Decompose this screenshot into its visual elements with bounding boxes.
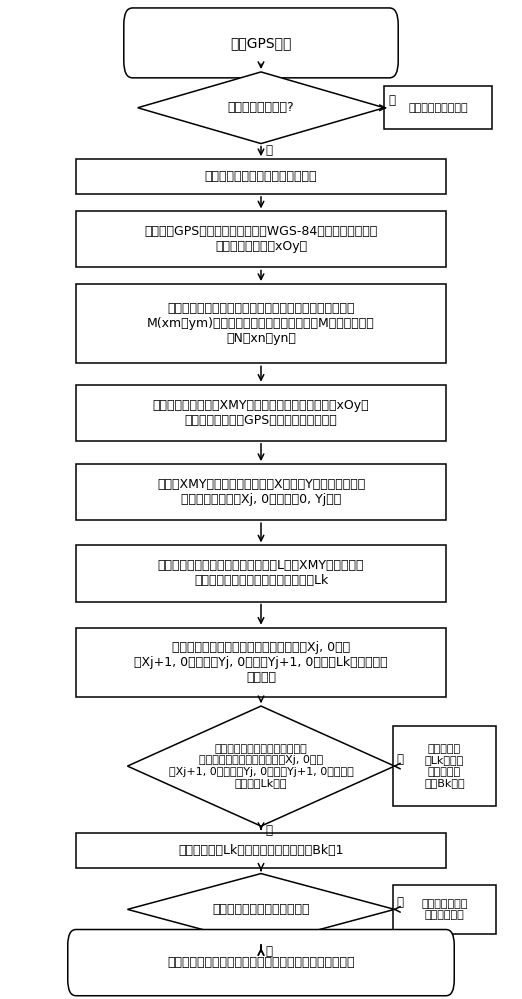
Bar (76, 212, 446, 268)
Text: 正: 正 (397, 753, 404, 766)
Text: 当前截面位
置Lk点的压
路机的施工
次数Bk不变: 当前截面位 置Lk点的压 路机的施工 次数Bk不变 (424, 743, 465, 788)
Text: 获取GPS数据: 获取GPS数据 (230, 36, 292, 50)
Text: 将存储的GPS的经、纬坐标数据从WGS-84球面坐标系中转换
到平面直角坐标系xOy中: 将存储的GPS的经、纬坐标数据从WGS-84球面坐标系中转换 到平面直角坐标系x… (145, 226, 377, 254)
Text: 是: 是 (265, 144, 272, 157)
Polygon shape (138, 72, 384, 144)
Text: 建立用于计算遍数的XMY平面直角坐标系，并对处于xOy平
面直角坐标系中的GPS数据进行坐标系变换: 建立用于计算遍数的XMY平面直角坐标系，并对处于xOy平 面直角坐标系中的GPS… (153, 399, 369, 427)
Bar (76, 627, 446, 697)
Bar (76, 284, 446, 364)
Text: 将无效数据数据删除: 将无效数据数据删除 (408, 103, 468, 113)
Text: 输出需要观测截面的施工次数，程序停止，等待下次启动: 输出需要观测截面的施工次数，程序停止，等待下次启动 (167, 956, 355, 969)
Bar (76, 464, 446, 520)
Bar (76, 833, 446, 868)
Text: 否: 否 (388, 95, 395, 108)
Text: 判断是否为最后一个截面位置: 判断是否为最后一个截面位置 (212, 903, 310, 916)
Bar (384, 87, 492, 129)
Bar (393, 726, 496, 806)
FancyBboxPatch shape (68, 929, 454, 996)
Polygon shape (127, 706, 395, 826)
Text: 进行下个截面施
工次数的计算: 进行下个截面施 工次数的计算 (421, 898, 468, 920)
Text: 根据外部设置的需要观测的长度间隔L，在XMY平面直角坐
标系的坐标轴上设置等间距的采集点Lk: 根据外部设置的需要观测的长度间隔L，在XMY平面直角坐 标系的坐标轴上设置等间距… (158, 559, 364, 587)
Bar (76, 545, 446, 601)
FancyBboxPatch shape (124, 8, 398, 78)
Text: 以数据存储时间顺序为基准，选取这批数据中的第一个点
M(xm，ym)，并计算出这批数据中与初始点M点距离最远的
点N（xn，yn）: 以数据存储时间顺序为基准，选取这批数据中的第一个点 M(xm，ym)，并计算出这… (147, 302, 375, 345)
Bar (76, 385, 446, 441)
Text: 负: 负 (265, 824, 272, 837)
Polygon shape (127, 873, 395, 945)
Bar (76, 159, 446, 194)
Text: 依次将所有相邻时刻的坐标点的坐标值（Xj, 0）和
（Xj+1, 0）（或（Yj, 0）和（Yj+1, 0））与Lk进行差值运
算后相乘: 依次将所有相邻时刻的坐标点的坐标值（Xj, 0）和 （Xj+1, 0）（或（Yj… (134, 641, 388, 684)
Text: 将所述XMY坐标系下所有的点向X轴（或Y轴）投影，获得
在坐标轴上的点（Xj, 0）（或（0, Yj））: 将所述XMY坐标系下所有的点向X轴（或Y轴）投影，获得 在坐标轴上的点（Xj, … (157, 479, 365, 506)
Text: 判断数据是否有效?: 判断数据是否有效? (228, 101, 294, 114)
Text: 当前截面位置Lk点的压路机的施工次数Bk加1: 当前截面位置Lk点的压路机的施工次数Bk加1 (178, 844, 344, 857)
Text: 将有效数据按照采集时间进行存储: 将有效数据按照采集时间进行存储 (205, 170, 317, 183)
Bar (393, 885, 496, 934)
Text: 是: 是 (265, 944, 272, 957)
Text: 否: 否 (397, 896, 404, 909)
Text: 根据相乘后数值的正负判断所有
相邻时刻的坐标点的坐标值（Xj, 0）和
（Xj+1, 0）（或（Yj, 0）和（Yj+1, 0））是否
分布在点Lk两侧: 根据相乘后数值的正负判断所有 相邻时刻的坐标点的坐标值（Xj, 0）和 （Xj+… (169, 743, 353, 788)
